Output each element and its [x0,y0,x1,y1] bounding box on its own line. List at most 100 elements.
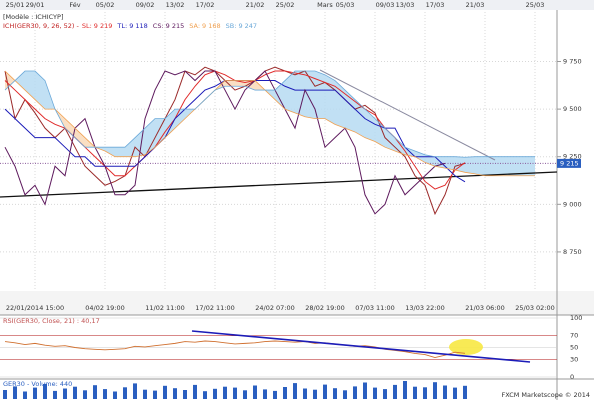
bar [303,388,307,399]
cloud-fill [345,90,355,132]
cloud-fill [295,71,305,117]
bar [353,386,357,399]
bar [333,388,337,399]
x-tick-label: 07/03 11:00 [355,304,395,312]
cloud-fill [485,156,495,176]
bar [283,387,287,399]
bar [93,385,97,399]
cloud-fill [105,147,115,157]
price-box [557,158,581,168]
model-label: [Modèle : ICHICYP] [3,13,63,21]
bar [183,390,187,399]
cloud-fill [475,156,485,176]
cloud-fill [75,128,85,148]
bar [293,383,297,399]
cloud-fill [365,109,375,142]
bar [193,384,197,399]
series-line [4,70,535,177]
x-tick-label: 04/02 19:00 [85,304,125,312]
cloud-fill [495,156,505,176]
bar [453,387,457,399]
legend-name: CS: [153,22,164,30]
trend-line [319,69,496,161]
x-tick-label: 24/02 07:00 [255,304,295,312]
cloud-fill [315,71,325,119]
x-tick-label: 05/03 [336,1,355,9]
bar [203,391,207,399]
cloud-fill [285,71,295,113]
bar [63,388,67,399]
y-tick-label: 70 [570,332,578,340]
bar [423,387,427,399]
bar [83,390,87,399]
legend-name: SB: [226,22,237,30]
cloud-fill [355,99,365,138]
legend-value: 9 168 [202,22,221,30]
legend-value: 9 247 [238,22,257,30]
cloud-fill [525,156,535,176]
x-tick-label: 21/02 [246,1,265,9]
x-tick-label: 17/02 [196,1,215,9]
x-tick-label: 13/03 22:00 [405,304,445,312]
x-tick-label: 17/03 [426,1,445,9]
y-tick-label: 9 750 [563,58,582,66]
cloud-fill [125,137,135,157]
bar [343,390,347,399]
bar [213,388,217,399]
bar [363,382,367,399]
panel-title: RSI(GER30, Close, 21) : 40,17 [3,317,100,325]
cloud-fill [515,156,525,176]
cloud-fill [225,80,235,87]
time-bar [0,291,594,315]
bar [143,389,147,399]
bar [463,385,467,399]
bar [253,385,257,399]
bar [113,391,117,399]
bar [23,391,27,399]
x-tick-label: 25/02 [276,1,295,9]
x-tick-label: 05/02 [96,1,115,9]
legend-value: 9 219 [94,22,113,30]
bar [313,389,317,399]
y-tick-label: 8 750 [563,248,582,256]
bar [383,389,387,399]
bar [373,387,377,399]
bar [173,388,177,399]
bar [33,387,37,399]
x-tick-label: 29/01 [26,1,45,9]
x-tick-label: 13/03 [396,1,415,9]
date-bar [0,0,594,10]
cloud-fill [155,118,165,148]
legend-name: SL: [82,22,92,30]
bar [403,381,407,399]
bar [443,385,447,399]
legend-title: ICH(GER30, 9, 26, 52) - [3,22,79,30]
cloud-fill [145,118,155,155]
x-tick-label: 17/02 11:00 [195,304,235,312]
series-line [4,70,535,158]
x-tick-label: 28/02 19:00 [305,304,345,312]
series-line [4,70,446,215]
x-tick-label: 21/03 [466,1,485,9]
panel-title: GER30 - Volume: 440 [3,380,72,388]
x-tick-label: 09/02 [136,1,155,9]
cloud-fill [65,118,75,138]
cloud-fill [465,156,475,174]
bar [103,389,107,399]
bar [153,390,157,399]
legend-value: 9 215 [166,22,185,30]
bar [263,389,267,399]
bar [53,390,57,399]
trend-line [191,330,531,363]
bar [433,382,437,399]
x-tick-label: 21/03 06:00 [465,304,505,312]
bar [3,390,7,399]
footer: FXCM Marketscope © 2014 [501,391,590,399]
bar [413,386,417,399]
bar [123,387,127,399]
series-line [4,66,466,216]
bar [133,383,137,399]
bar [13,386,17,399]
